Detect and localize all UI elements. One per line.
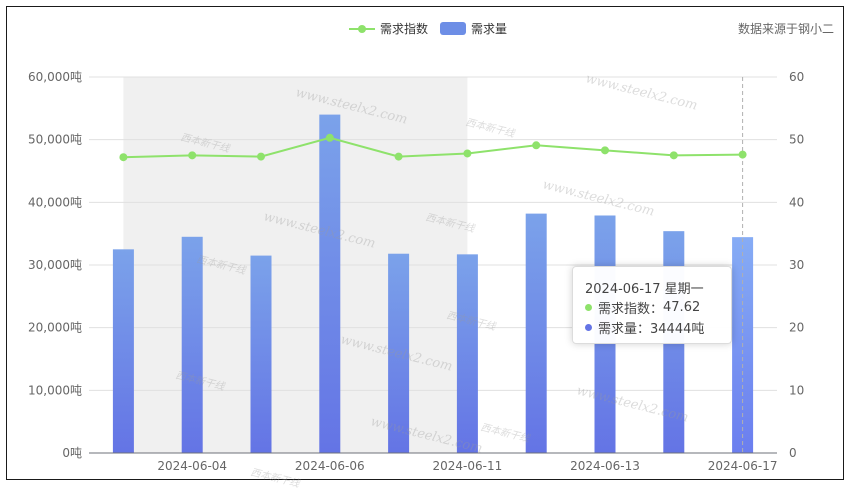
legend-item-volume[interactable]: 需求量 — [440, 20, 507, 37]
watermark-text: www.steelx2.com — [584, 71, 699, 113]
y-right-tick-label: 50 — [789, 133, 804, 147]
x-tick-label: 2024-06-13 — [570, 459, 640, 473]
bar-2024-06-11 — [456, 254, 478, 453]
y-right-tick-label: 60 — [789, 70, 804, 84]
tooltip-index-value: 47.62 — [663, 299, 701, 315]
y-left-tick-label: 60,000吨 — [28, 70, 82, 84]
y-right-tick-label: 10 — [789, 383, 804, 397]
index-point-2024-06-03 — [119, 153, 128, 162]
index-point-2024-06-05 — [257, 152, 265, 161]
index-point-2024-06-04 — [188, 151, 197, 160]
legend-bar-swatch — [440, 22, 467, 35]
tooltip-index-label: 需求指数： — [598, 301, 664, 317]
bar-2024-06-07 — [388, 253, 410, 453]
index-point-2024-06-07 — [394, 152, 403, 161]
bar-2024-06-06 — [319, 114, 341, 453]
bar-2024-06-05 — [250, 255, 272, 453]
y-right-tick-label: 40 — [789, 195, 804, 209]
y-left-tick-label: 50,000吨 — [28, 133, 82, 147]
tooltip-volume-dot — [585, 323, 592, 331]
tooltip-index-row: 需求指数： 47.62 — [585, 297, 719, 317]
legend-item-index[interactable]: 需求指数 — [349, 20, 428, 37]
y-right-tick-label: 30 — [789, 258, 804, 272]
tooltip-volume-row: 需求量： 34444吨 — [585, 317, 719, 337]
index-point-2024-06-12 — [532, 141, 541, 150]
index-point-2024-06-13 — [601, 146, 609, 155]
legend-volume-label: 需求量 — [471, 22, 508, 36]
y-left-tick-label: 20,000吨 — [28, 321, 82, 335]
data-source-note: 数据来源于钢小二 — [738, 22, 835, 36]
y-left-tick-label: 0吨 — [62, 446, 82, 460]
tooltip-volume-label: 需求量： — [598, 321, 651, 337]
bar-2024-06-03 — [112, 249, 134, 453]
index-point-2024-06-14 — [669, 151, 678, 160]
watermark-text: www.steelx2.com — [541, 177, 656, 219]
tooltip-index-dot — [585, 303, 592, 311]
bar-2024-06-04 — [181, 236, 203, 453]
x-tick-label: 2024-06-06 — [295, 459, 365, 473]
index-point-2024-06-17 — [738, 150, 747, 159]
y-left-tick-label: 10,000吨 — [28, 383, 82, 397]
legend-line-swatch — [349, 24, 375, 33]
bar-2024-06-12 — [525, 213, 547, 453]
x-tick-label: 2024-06-04 — [157, 459, 227, 473]
watermark-text: 西本新干线 — [249, 466, 301, 489]
y-right-tick-label: 20 — [789, 321, 804, 335]
chart-legend[interactable]: 需求指数 需求量 — [349, 20, 519, 37]
x-tick-label: 2024-06-17 — [708, 459, 778, 473]
watermark-text: 西本新干线 — [464, 116, 516, 140]
index-point-2024-06-06 — [325, 133, 334, 142]
index-point-2024-06-11 — [463, 149, 472, 158]
chart-tooltip: 2024-06-17 星期一 需求指数： 47.62 需求量： 34444吨 — [572, 266, 732, 344]
watermark-text: 西本新干线 — [479, 421, 531, 445]
tooltip-volume-value: 34444吨 — [650, 321, 705, 337]
y-left-tick-label: 30,000吨 — [28, 258, 82, 272]
index-line — [123, 136, 743, 159]
x-tick-label: 2024-06-11 — [433, 459, 503, 473]
y-right-tick-label: 0 — [789, 446, 797, 460]
y-left-tick-label: 40,000吨 — [28, 195, 82, 209]
legend-index-label: 需求指数 — [380, 22, 429, 36]
tooltip-title: 2024-06-17 星期一 — [585, 281, 704, 297]
